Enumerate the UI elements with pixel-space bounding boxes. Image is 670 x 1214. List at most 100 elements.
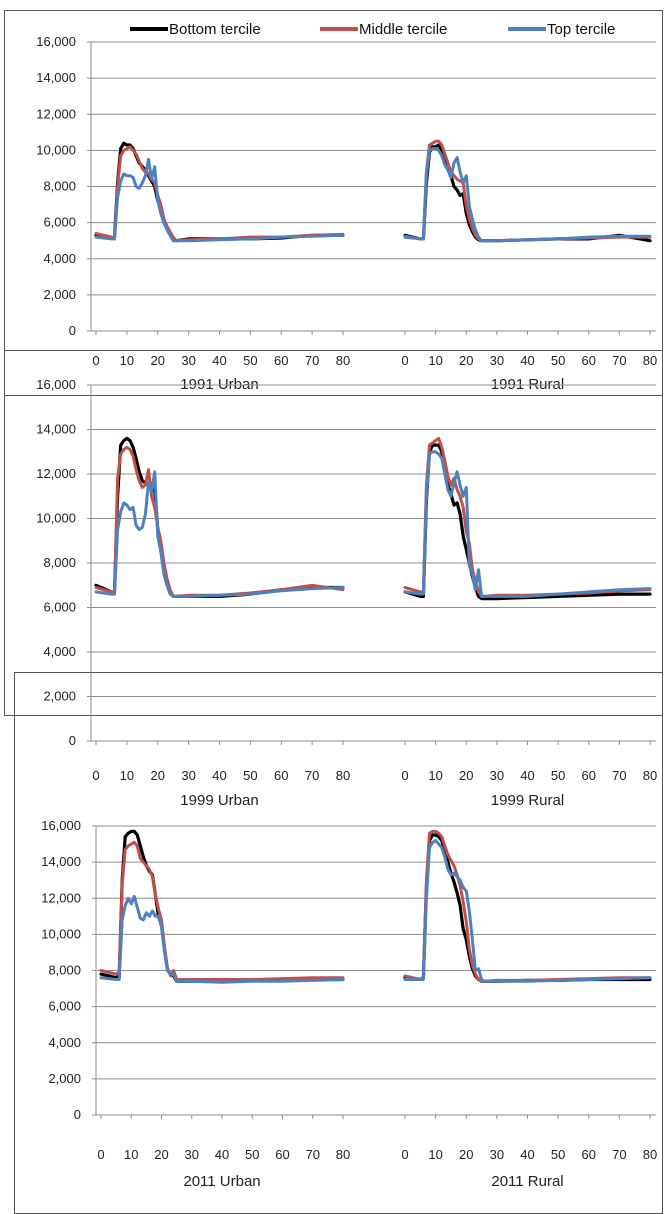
y-tick-label: 8,000 [43, 555, 76, 570]
y-tick-label: 16,000 [36, 377, 76, 392]
panel-title: 1999 Rural [491, 792, 564, 809]
y-tick-label: 8,000 [43, 179, 76, 194]
x-tick-label: 80 [643, 768, 657, 783]
x-tick-label: 60 [582, 768, 596, 783]
chart-row-1: 0 2,000 4,000 6,000 8,000 10,000 12,000 14,000 1… [4, 10, 663, 396]
x-tick-label: 80 [643, 1147, 657, 1162]
x-tick-label: 80 [643, 353, 657, 368]
y-tick-label: 6,000 [48, 999, 81, 1014]
x-tick-label: 80 [336, 1147, 350, 1162]
series-line-middle-tercile [99, 840, 345, 981]
y-tick-label: 14,000 [36, 422, 76, 437]
x-tick-label: 50 [551, 1147, 565, 1162]
chart-row-2: 0 2,000 4,000 6,000 8,000 10,000 12,000 14,000 1… [4, 350, 663, 809]
x-tick-label: 60 [275, 1147, 289, 1162]
x-tick-label: 40 [215, 1147, 229, 1162]
y-tick-label: 10,000 [36, 511, 76, 526]
x-tick-label: 0 [401, 353, 408, 368]
y-tick-label: 10,000 [36, 142, 76, 157]
y-tick-label: 16,000 [36, 34, 76, 49]
panel-title: 2011 Rural [491, 1173, 563, 1190]
series-line-top-tercile [94, 157, 345, 243]
chart-frame [14, 672, 663, 1214]
x-tick-label: 20 [459, 768, 473, 783]
series-line-middle-tercile [94, 445, 345, 598]
panel-title: 2011 Urban [183, 1173, 260, 1190]
series-line-top-tercile [403, 147, 652, 243]
x-tick-label: 40 [520, 353, 534, 368]
x-tick-label: 80 [336, 768, 350, 783]
series-line-middle-tercile [94, 145, 345, 243]
y-tick-label: 14,000 [36, 70, 76, 85]
series-line-top-tercile [94, 470, 345, 598]
x-tick-label: 50 [243, 768, 257, 783]
x-tick-label: 40 [520, 1147, 534, 1162]
x-tick-label: 20 [154, 1147, 168, 1162]
x-tick-label: 0 [401, 768, 408, 783]
x-tick-label: 50 [245, 1147, 259, 1162]
legend: Bottom tercile Middle tercile Top tercile [130, 21, 615, 38]
y-tick-label: 0 [69, 323, 76, 338]
x-tick-label: 30 [490, 1147, 504, 1162]
x-tick-label: 10 [428, 353, 442, 368]
x-tick-label: 20 [151, 353, 165, 368]
x-tick-label: 70 [305, 768, 319, 783]
x-tick-label: 20 [459, 353, 473, 368]
y-tick-label: 4,000 [48, 1035, 81, 1050]
y-tick-label: 0 [74, 1107, 81, 1122]
x-tick-label: 10 [124, 1147, 138, 1162]
y-tick-label: 0 [69, 733, 76, 748]
x-tick-label: 30 [181, 353, 195, 368]
x-tick-label: 70 [306, 1147, 320, 1162]
panel-title: 1999 Urban [180, 792, 258, 809]
x-tick-label: 0 [401, 1147, 408, 1162]
x-tick-label: 30 [490, 353, 504, 368]
x-tick-label: 0 [92, 353, 99, 368]
x-tick-label: 0 [92, 768, 99, 783]
x-tick-label: 10 [428, 768, 442, 783]
x-tick-label: 20 [459, 1147, 473, 1162]
x-tick-label: 40 [520, 768, 534, 783]
legend-label-2: Middle tercile [359, 21, 447, 38]
series-line-bottom-tercile [403, 833, 652, 983]
x-tick-label: 0 [97, 1147, 104, 1162]
panel-1999-urban: 0 10 20 30 40 50 60 70 80 1999 Urban [92, 436, 350, 809]
y-tick-label: 10,000 [41, 926, 81, 941]
y-tick-label: 2,000 [48, 1071, 81, 1086]
x-tick-label: 60 [274, 353, 288, 368]
y-tick-label: 8,000 [48, 963, 81, 978]
x-tick-label: 60 [582, 1147, 596, 1162]
series-line-top-tercile [99, 894, 345, 984]
x-tick-label: 80 [336, 353, 350, 368]
y-tick-label: 4,000 [43, 251, 76, 266]
panel-1999-rural: 0 10 20 30 40 50 60 70 80 1999 Rural [401, 436, 657, 809]
x-tick-label: 70 [305, 353, 319, 368]
x-tick-label: 70 [612, 768, 626, 783]
x-tick-label: 60 [274, 768, 288, 783]
y-tick-label: 12,000 [41, 890, 81, 905]
y-tick-label: 2,000 [43, 689, 76, 704]
x-tick-label: 10 [120, 353, 134, 368]
panel-2011-rural: 0 10 20 30 40 50 60 70 80 2011 Rural [401, 829, 657, 1190]
series-line-top-tercile [403, 450, 652, 598]
x-tick-label: 30 [181, 768, 195, 783]
y-tick-label: 6,000 [43, 600, 76, 615]
x-tick-label: 50 [551, 768, 565, 783]
series-line-bottom-tercile [403, 443, 652, 601]
y-tick-label: 12,000 [36, 466, 76, 481]
x-tick-label: 30 [490, 768, 504, 783]
x-tick-label: 70 [612, 353, 626, 368]
x-tick-label: 40 [212, 353, 226, 368]
chart-frame [4, 10, 663, 396]
series-line-middle-tercile [403, 829, 652, 983]
legend-label-1: Bottom tercile [169, 21, 261, 38]
chart-row-3: 0 2,000 4,000 6,000 8,000 10,000 12,000 14,000 1… [14, 672, 663, 1214]
series-line-bottom-tercile [94, 141, 345, 243]
legend-label-3: Top tercile [547, 21, 615, 38]
x-tick-label: 10 [428, 1147, 442, 1162]
y-tick-label: 14,000 [41, 854, 81, 869]
x-tick-label: 50 [243, 353, 257, 368]
